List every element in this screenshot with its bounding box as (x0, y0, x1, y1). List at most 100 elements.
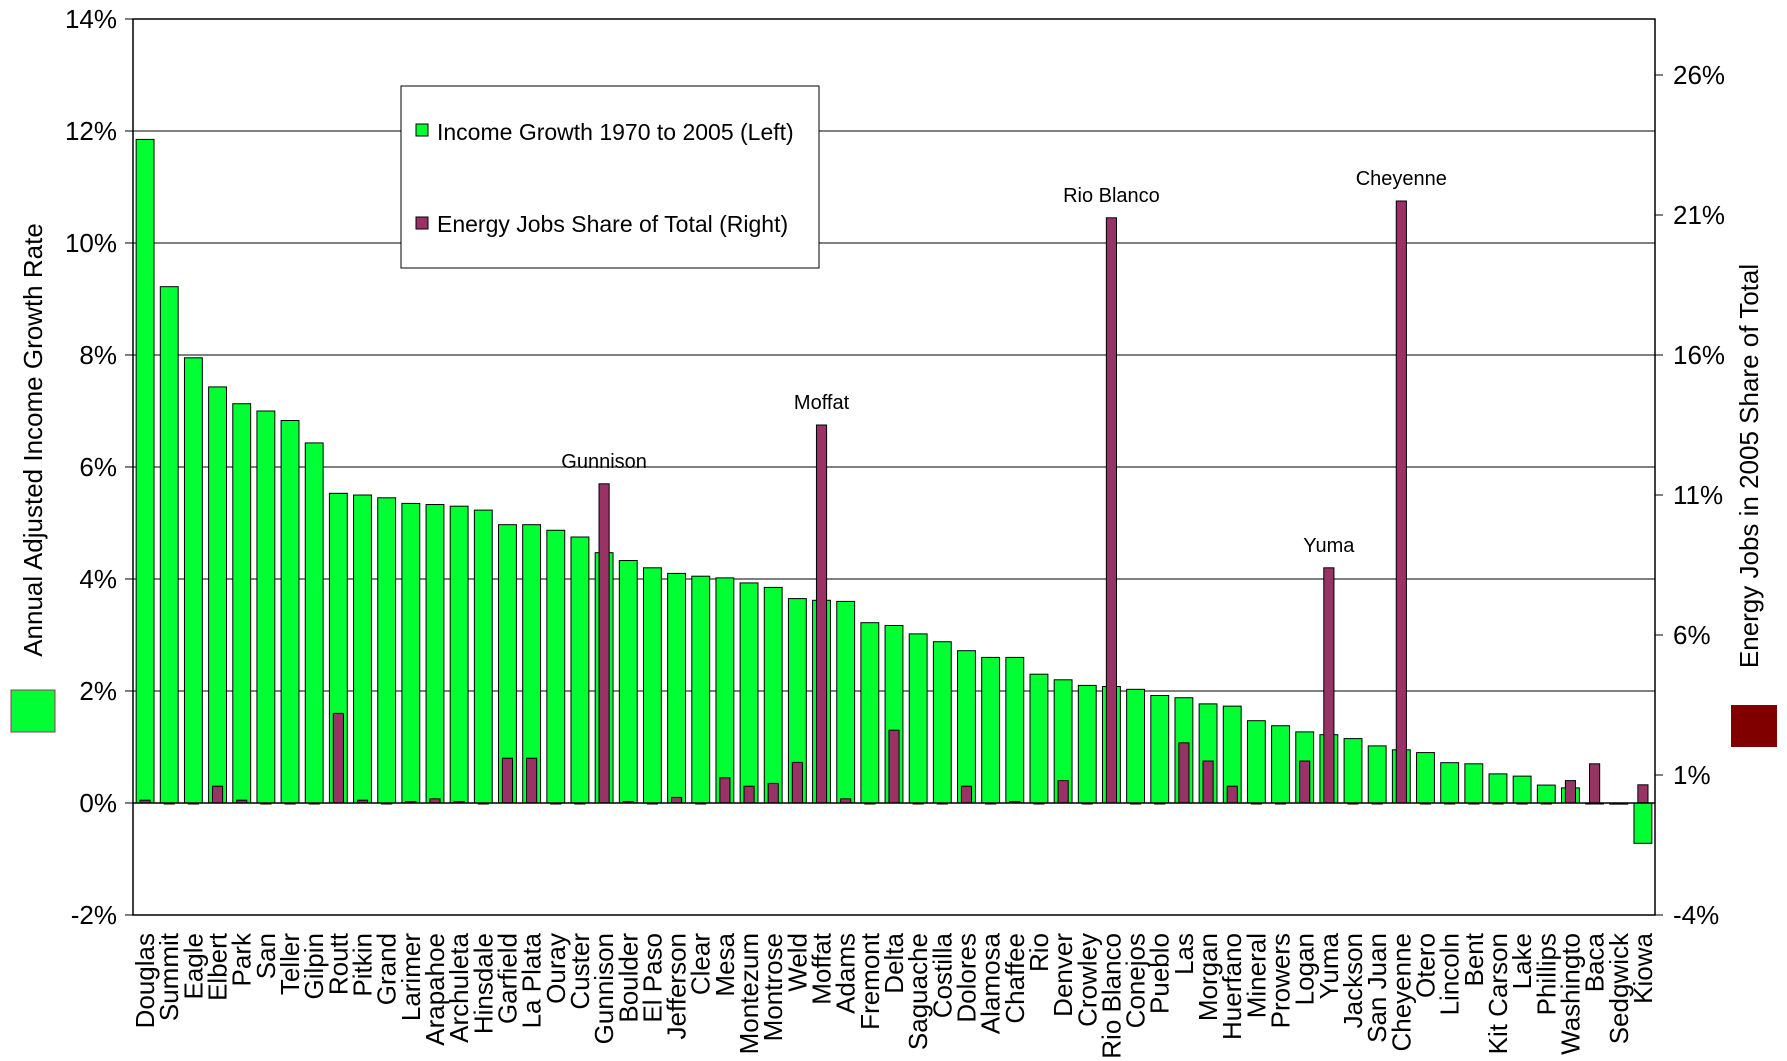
right-tick-label: 6% (1673, 620, 1711, 650)
right-axis-title: Energy Jobs in 2005 Share of Total (1734, 264, 1764, 668)
left-tick-label: 10% (65, 228, 117, 258)
income-bar-arapahoe (425, 504, 445, 804)
income-growth-bars (135, 138, 1653, 844)
income-bar-jackson (1343, 738, 1363, 804)
income-bar-el-paso (642, 567, 662, 804)
income-bar-fremont (860, 622, 880, 804)
annotations: Gunnison Moffat Rio Blanco Yuma Cheyenne (561, 168, 1447, 557)
category-label: Delta (879, 932, 909, 993)
income-bar-ouray (546, 529, 566, 804)
category-label: Gilpin (299, 933, 329, 999)
income-bar-gilpin (304, 442, 324, 804)
category-label: Rio Blanco (1096, 933, 1126, 1059)
income-bar-dolores (957, 650, 976, 804)
income-bar-elbert (208, 386, 227, 804)
right-axis-swatch (1731, 705, 1777, 747)
category-label: Routt (323, 932, 353, 995)
income-bar-summit (159, 286, 179, 804)
category-label: Clear (686, 933, 716, 995)
energy-bar-moffat (815, 424, 828, 804)
energy-bar-elbert (211, 785, 224, 804)
category-label: Baca (1580, 932, 1610, 992)
legend-swatch-income (415, 123, 429, 137)
category-label: Washingto (1555, 933, 1585, 1055)
left-tick-label: 8% (79, 340, 117, 370)
income-bar-otero (1416, 752, 1435, 804)
category-label: Teller (275, 933, 305, 995)
income-bar-archuleta (449, 505, 469, 804)
category-label: Ouray (541, 933, 571, 1004)
income-bar-grand (377, 497, 397, 804)
category-label: Logan (1290, 933, 1320, 1005)
legend: Income Growth 1970 to 2005 (Left) Energy… (400, 85, 820, 269)
category-label: Douglas (130, 933, 160, 1028)
category-label: Crowley (1072, 933, 1102, 1027)
right-tick-label: 11% (1673, 480, 1723, 510)
left-tick-label: 2% (79, 676, 117, 706)
left-axis-swatch (10, 689, 56, 733)
category-label: Park (227, 932, 257, 986)
income-bar-larimer (401, 502, 421, 804)
income-bar-crowley (1077, 684, 1097, 804)
energy-bar-mesa (719, 777, 731, 804)
income-bar-park (232, 403, 252, 804)
income-bar-saguache (908, 633, 928, 804)
category-label: San (251, 933, 281, 979)
income-bar-clear (691, 575, 711, 804)
energy-bar-kiowa (1637, 784, 1649, 804)
income-bar-hinsdale (473, 509, 493, 804)
category-label: Lincoln (1435, 933, 1465, 1015)
category-label: Custer (565, 933, 595, 1010)
annotation-moffat: Moffat (794, 392, 850, 414)
energy-bar-logan (1299, 760, 1311, 804)
left-tick-label: 4% (79, 564, 117, 594)
income-bar-alamosa (981, 656, 1001, 804)
income-bar-chaffee (1005, 656, 1025, 804)
income-bar-pueblo (1150, 694, 1170, 804)
category-label: Phillips (1531, 933, 1561, 1015)
category-label: Larimer (396, 933, 426, 1021)
right-tick-label: 1% (1673, 760, 1711, 790)
right-tick-label: 16% (1673, 340, 1725, 370)
category-label: Montrose (758, 933, 788, 1041)
legend-swatch-energy (415, 216, 429, 230)
income-bar-conejos (1126, 688, 1146, 804)
right-tick-label: -4% (1673, 900, 1719, 930)
income-bar-san-juan (1367, 745, 1387, 804)
income-bar-douglas (135, 138, 155, 804)
income-bar-custer (570, 536, 590, 804)
income-bar-adams (836, 600, 856, 804)
energy-bar-morgan (1202, 760, 1214, 804)
category-label: Kit Carson (1483, 933, 1513, 1054)
category-label: Saguache (903, 933, 933, 1050)
energy-bar-weld (791, 761, 803, 804)
energy-bar-garfield (501, 757, 514, 804)
energy-bar-rio-blanco (1105, 217, 1118, 804)
category-label: Eagle (178, 933, 208, 1000)
category-label: Fremont (855, 932, 885, 1030)
category-label: Arapahoe (420, 933, 450, 1046)
annotation-yuma: Yuma (1303, 535, 1355, 557)
category-label: Dolores (951, 933, 981, 1023)
category-label: Jefferson (662, 933, 692, 1039)
category-label: Elbert (203, 932, 233, 1001)
category-label: Adams (831, 933, 861, 1014)
energy-bar-la-plata (526, 757, 538, 804)
category-label: Archuleta (444, 932, 474, 1042)
income-bar-mineral (1246, 720, 1266, 804)
energy-bar-denver (1057, 780, 1069, 804)
left-tick-label: 0% (79, 788, 117, 818)
right-axis-ticks: -4% 1% 6% 11% 16% 21% 26% (1655, 60, 1725, 930)
energy-bar-dolores (960, 785, 973, 804)
income-bar-phillips (1536, 784, 1556, 804)
left-tick-label: 12% (65, 116, 117, 146)
category-label: Las (1169, 933, 1199, 975)
category-label: Garfield (492, 933, 522, 1024)
category-label: Kiowa (1628, 932, 1658, 1003)
energy-bar-gunnison (598, 483, 610, 804)
income-bar-kiowa (1633, 802, 1653, 844)
income-bar-teller (280, 420, 300, 804)
energy-bar-yuma (1323, 567, 1335, 804)
category-label: Denver (1048, 933, 1078, 1017)
income-bar-costilla (932, 641, 952, 804)
